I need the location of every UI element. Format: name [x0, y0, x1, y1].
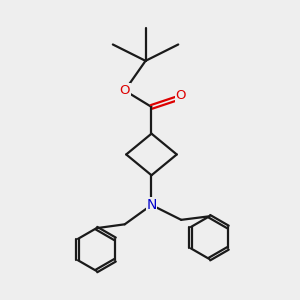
Text: O: O	[176, 89, 186, 102]
Text: N: N	[146, 198, 157, 212]
Text: O: O	[119, 84, 130, 97]
